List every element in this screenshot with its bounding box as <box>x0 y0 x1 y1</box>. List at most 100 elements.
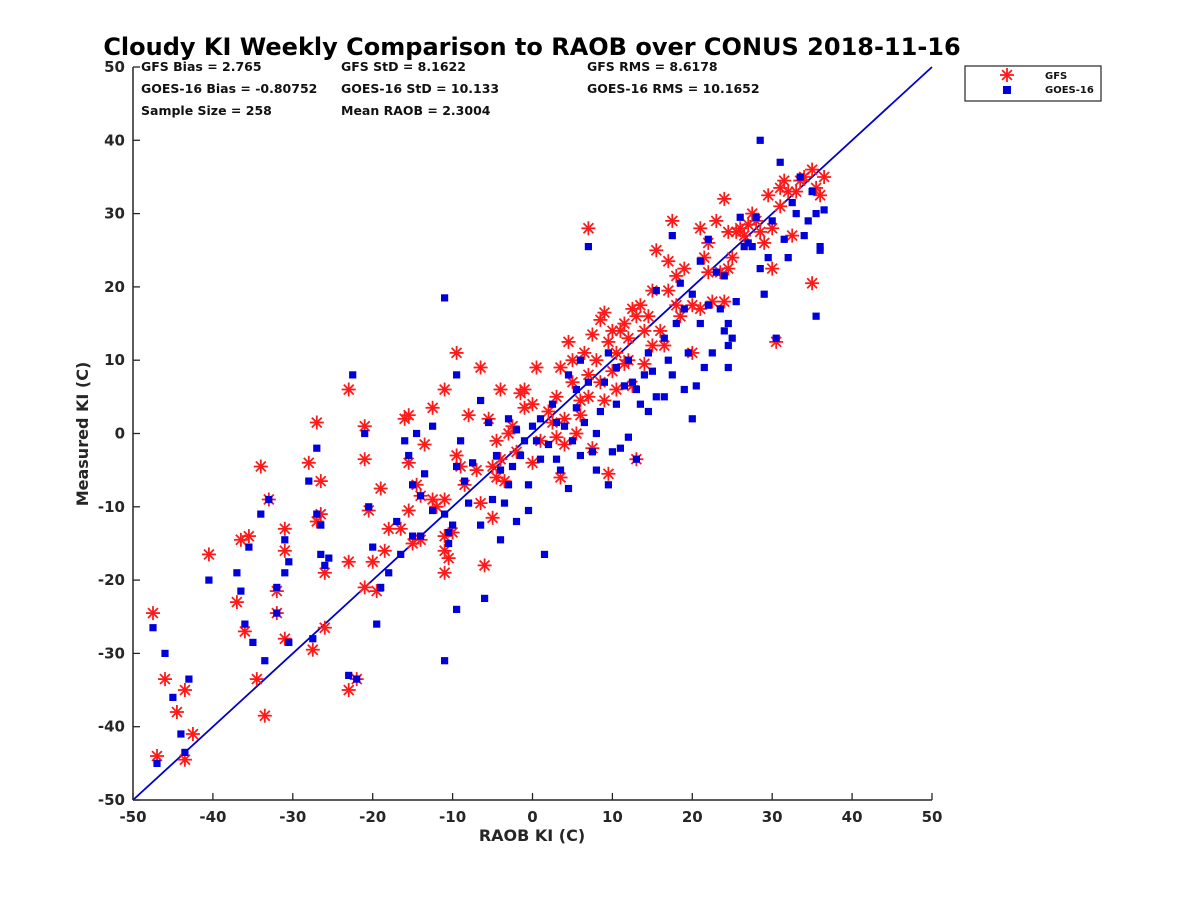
goes-point <box>680 305 688 313</box>
gfs-point <box>313 474 328 489</box>
goes-point <box>409 532 417 540</box>
gfs-point <box>597 305 612 320</box>
gfs-point <box>401 503 416 518</box>
stat-gfs-bias: GFS Bias = 2.765 <box>141 59 262 74</box>
goes-point <box>528 422 537 430</box>
gfs-point <box>365 554 380 569</box>
gfs-point <box>341 554 356 569</box>
goes-point <box>812 312 820 320</box>
y-tick-label: 10 <box>104 351 125 369</box>
goes-point <box>652 287 660 295</box>
goes-point <box>552 455 561 463</box>
goes-point <box>788 199 796 207</box>
gfs-point <box>673 309 688 324</box>
gfs-point <box>317 620 332 635</box>
goes-point <box>612 363 620 372</box>
gfs-point <box>637 323 652 338</box>
gfs-point <box>721 261 736 276</box>
goes-point <box>281 536 289 544</box>
x-ticks: -50 -40 -30 -20 -10 0 10 20 30 40 50 <box>119 793 942 826</box>
gfs-point <box>373 481 388 496</box>
x-tick-label: -30 <box>279 808 306 826</box>
chart-title: Cloudy KI Weekly Comparison to RAOB over… <box>103 33 960 61</box>
goes-point <box>572 385 580 394</box>
goes-point <box>153 759 161 767</box>
goes-point <box>504 481 513 489</box>
goes-point <box>520 437 529 445</box>
gfs-point <box>621 331 636 346</box>
goes-point <box>644 349 652 357</box>
gfs-point <box>633 298 648 313</box>
goes-point <box>540 550 549 558</box>
gfs-point <box>449 448 464 463</box>
goes-point <box>772 334 780 342</box>
goes-point <box>804 217 812 225</box>
gfs-point <box>805 276 820 291</box>
goes-point <box>469 459 477 467</box>
x-tick-label: 50 <box>922 808 943 826</box>
goes-point <box>516 451 525 460</box>
goes-point <box>548 400 557 408</box>
goes-point <box>405 451 413 460</box>
gfs-point <box>737 228 752 243</box>
gfs-point <box>581 389 596 404</box>
goes-point <box>776 158 784 166</box>
goes-point <box>688 415 696 423</box>
y-tick-label: 20 <box>104 278 125 296</box>
goes-point <box>409 481 417 489</box>
goes-point <box>636 400 644 408</box>
goes-point <box>764 254 772 262</box>
x-axis-label: RAOB KI (C) <box>479 826 585 845</box>
goes-point <box>592 429 600 438</box>
goes-point <box>704 235 712 243</box>
goes-point <box>696 319 704 328</box>
goes-point <box>169 693 177 701</box>
goes-series <box>149 136 828 767</box>
goes-point <box>816 246 824 254</box>
stat-gfs-rms: GFS RMS = 8.6178 <box>587 59 718 74</box>
gfs-point <box>773 199 788 214</box>
y-tick-label: -50 <box>98 791 125 809</box>
goes-point <box>536 455 545 463</box>
goes-point <box>500 499 509 507</box>
gfs-point <box>601 466 616 481</box>
gfs-point <box>493 452 508 467</box>
gfs-point <box>241 529 256 544</box>
gfs-point <box>665 213 680 228</box>
goes-point <box>724 341 732 350</box>
goes-point <box>640 371 648 379</box>
gfs-point <box>785 228 800 243</box>
goes-point <box>265 495 273 504</box>
stat-mean-raob: Mean RAOB = 2.3004 <box>341 103 491 118</box>
goes-point <box>461 477 469 485</box>
goes-point <box>744 239 752 247</box>
goes-point <box>600 378 608 386</box>
gfs-point <box>657 338 672 353</box>
goes-point <box>485 418 493 427</box>
goes-point <box>812 210 820 218</box>
goes-point <box>149 624 157 632</box>
gfs-point <box>617 316 632 331</box>
gfs-point <box>381 521 396 536</box>
gfs-point <box>577 345 592 360</box>
goes-point <box>716 305 724 313</box>
goes-point <box>401 437 409 445</box>
gfs-point <box>597 393 612 408</box>
x-tick-label: -20 <box>359 808 386 826</box>
gfs-point <box>158 672 172 687</box>
goes-point <box>477 521 485 529</box>
gfs-point <box>601 334 616 349</box>
goes-point <box>369 543 377 551</box>
gfs-point <box>709 213 724 228</box>
goes-point <box>249 638 257 646</box>
y-tick-label: 0 <box>115 425 125 443</box>
goes-point <box>660 393 668 401</box>
goes-point <box>205 576 213 584</box>
goes-point <box>317 550 325 558</box>
goes-point <box>760 290 768 298</box>
legend-box <box>964 65 1102 102</box>
x-tick-label: 0 <box>527 808 537 826</box>
gfs-point <box>525 397 540 412</box>
goes-point <box>564 371 573 379</box>
